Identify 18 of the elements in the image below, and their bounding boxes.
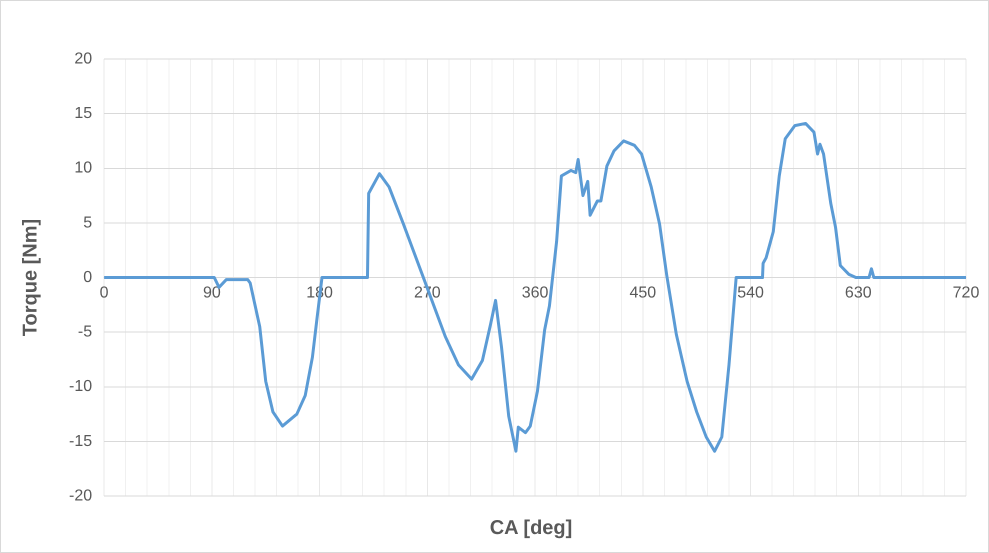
x-tick-label: 90 bbox=[202, 284, 221, 302]
x-tick-label: 630 bbox=[844, 284, 872, 302]
y-tick-label: 0 bbox=[83, 268, 92, 286]
x-axis-title: CA [deg] bbox=[488, 517, 574, 540]
y-tick-label: -5 bbox=[78, 324, 92, 341]
y-tick-label: 10 bbox=[74, 160, 92, 177]
x-tick-label: 450 bbox=[629, 284, 656, 302]
x-tick-label: 720 bbox=[952, 284, 980, 302]
y-tick-label: -10 bbox=[69, 378, 92, 396]
x-tick-label: 0 bbox=[100, 284, 109, 302]
y-axis-title: Torque [Nm] bbox=[20, 218, 42, 336]
x-tick-label: 540 bbox=[737, 284, 764, 302]
y-tick-label: 5 bbox=[83, 214, 92, 232]
y-tick-label: -15 bbox=[69, 432, 92, 450]
y-tick-label: -20 bbox=[69, 487, 92, 504]
y-tick-label: 15 bbox=[74, 105, 92, 122]
y-tick-label: 20 bbox=[74, 50, 92, 68]
x-tick-label: 360 bbox=[522, 284, 549, 302]
